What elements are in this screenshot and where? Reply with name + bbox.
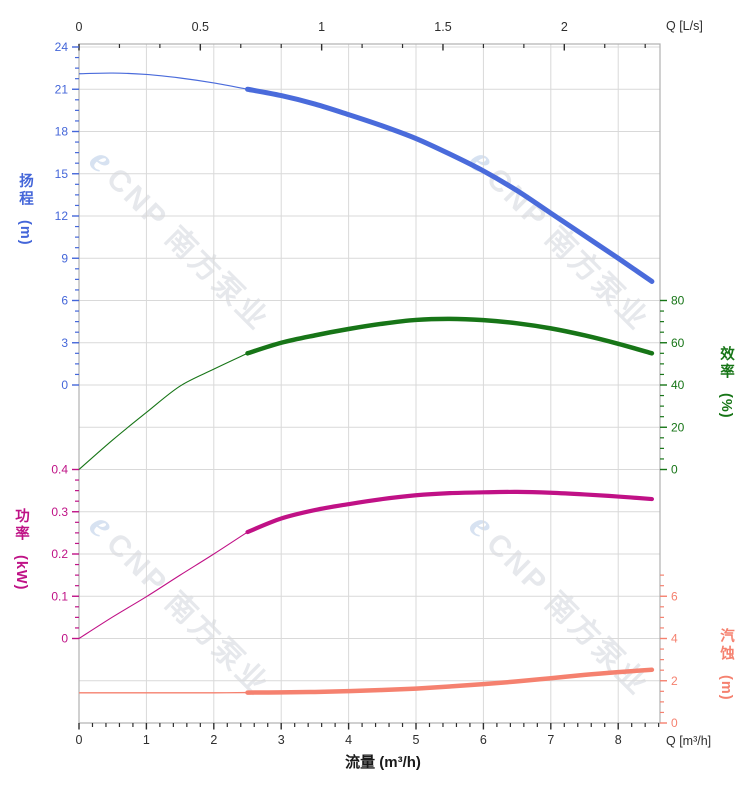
svg-text:3: 3 [278, 733, 285, 747]
svg-text:0: 0 [671, 463, 678, 477]
svg-text:4: 4 [671, 632, 678, 646]
flow-axis-title: 流量 (m³/h) [345, 754, 421, 771]
gridlines [79, 44, 660, 723]
svg-text:8: 8 [615, 733, 622, 747]
npsh-axis-title: 汽蚀 (m) [717, 628, 734, 701]
power-curve [245, 489, 655, 535]
head-axis-unit: (m) [16, 220, 33, 246]
svg-text:18: 18 [55, 125, 69, 139]
svg-text:24: 24 [55, 40, 69, 54]
power-axis-title-text: 功率 [12, 508, 29, 543]
power-axis-unit: (kW) [12, 555, 29, 591]
svg-text:5: 5 [413, 733, 420, 747]
svg-text:21: 21 [55, 82, 69, 96]
power-axis: 0.4 0.3 0.2 0.1 0 [51, 463, 79, 646]
head-curve-thin [78, 72, 248, 90]
svg-text:3: 3 [61, 336, 68, 350]
svg-text:0.4: 0.4 [51, 463, 68, 477]
bottom-axis: 0 1 2 3 4 5 6 7 8 [76, 723, 660, 747]
npsh-axis-unit: (m) [717, 675, 734, 701]
svg-text:40: 40 [671, 378, 685, 392]
svg-text:60: 60 [671, 336, 685, 350]
svg-text:7: 7 [547, 733, 554, 747]
svg-text:0.5: 0.5 [192, 20, 209, 34]
svg-text:2: 2 [210, 733, 217, 747]
svg-text:0: 0 [671, 716, 678, 730]
efficiency-axis: 80 60 40 20 0 [660, 294, 685, 477]
top-axis: 0 0.5 1 1.5 2 [76, 20, 646, 51]
svg-text:1: 1 [318, 20, 325, 34]
npsh-curve [245, 667, 655, 695]
svg-text:6: 6 [671, 589, 678, 603]
svg-text:2: 2 [671, 674, 678, 688]
head-axis-title-text: 扬程 [16, 173, 33, 208]
top-axis-unit-label: Q [L/s] [666, 19, 703, 33]
svg-text:4: 4 [345, 733, 352, 747]
svg-text:0: 0 [76, 733, 83, 747]
svg-text:12: 12 [55, 209, 69, 223]
head-axis-title: 扬程 (m) [16, 173, 33, 246]
efficiency-curve-thin [78, 352, 248, 470]
head-axis: 24 21 18 15 12 9 6 3 0 [55, 40, 79, 392]
svg-text:0: 0 [76, 20, 83, 34]
svg-text:9: 9 [61, 251, 68, 265]
power-axis-title: 功率 (kW) [12, 508, 29, 591]
svg-text:1: 1 [143, 733, 150, 747]
power-curve-thin [78, 531, 248, 639]
efficiency-axis-title: 效率 (%) [717, 346, 734, 419]
svg-text:15: 15 [55, 167, 69, 181]
svg-text:6: 6 [61, 294, 68, 308]
svg-text:0.2: 0.2 [51, 547, 68, 561]
plot-border [78, 43, 661, 724]
efficiency-curve [245, 316, 655, 356]
efficiency-axis-title-text: 效率 [717, 346, 734, 381]
svg-text:0.3: 0.3 [51, 505, 68, 519]
svg-text:0: 0 [61, 632, 68, 646]
svg-text:6: 6 [480, 733, 487, 747]
efficiency-axis-unit: (%) [717, 393, 734, 419]
npsh-axis: 6 4 2 0 [660, 574, 678, 730]
svg-text:1.5: 1.5 [434, 20, 451, 34]
svg-text:0: 0 [61, 378, 68, 392]
head-curve [245, 86, 655, 284]
svg-text:0.1: 0.1 [51, 589, 68, 603]
svg-text:20: 20 [671, 420, 685, 434]
bottom-axis-unit-label: Q [m³/h] [666, 734, 712, 748]
svg-text:2: 2 [561, 20, 568, 34]
npsh-axis-title-text: 汽蚀 [717, 628, 734, 663]
svg-text:80: 80 [671, 294, 685, 308]
